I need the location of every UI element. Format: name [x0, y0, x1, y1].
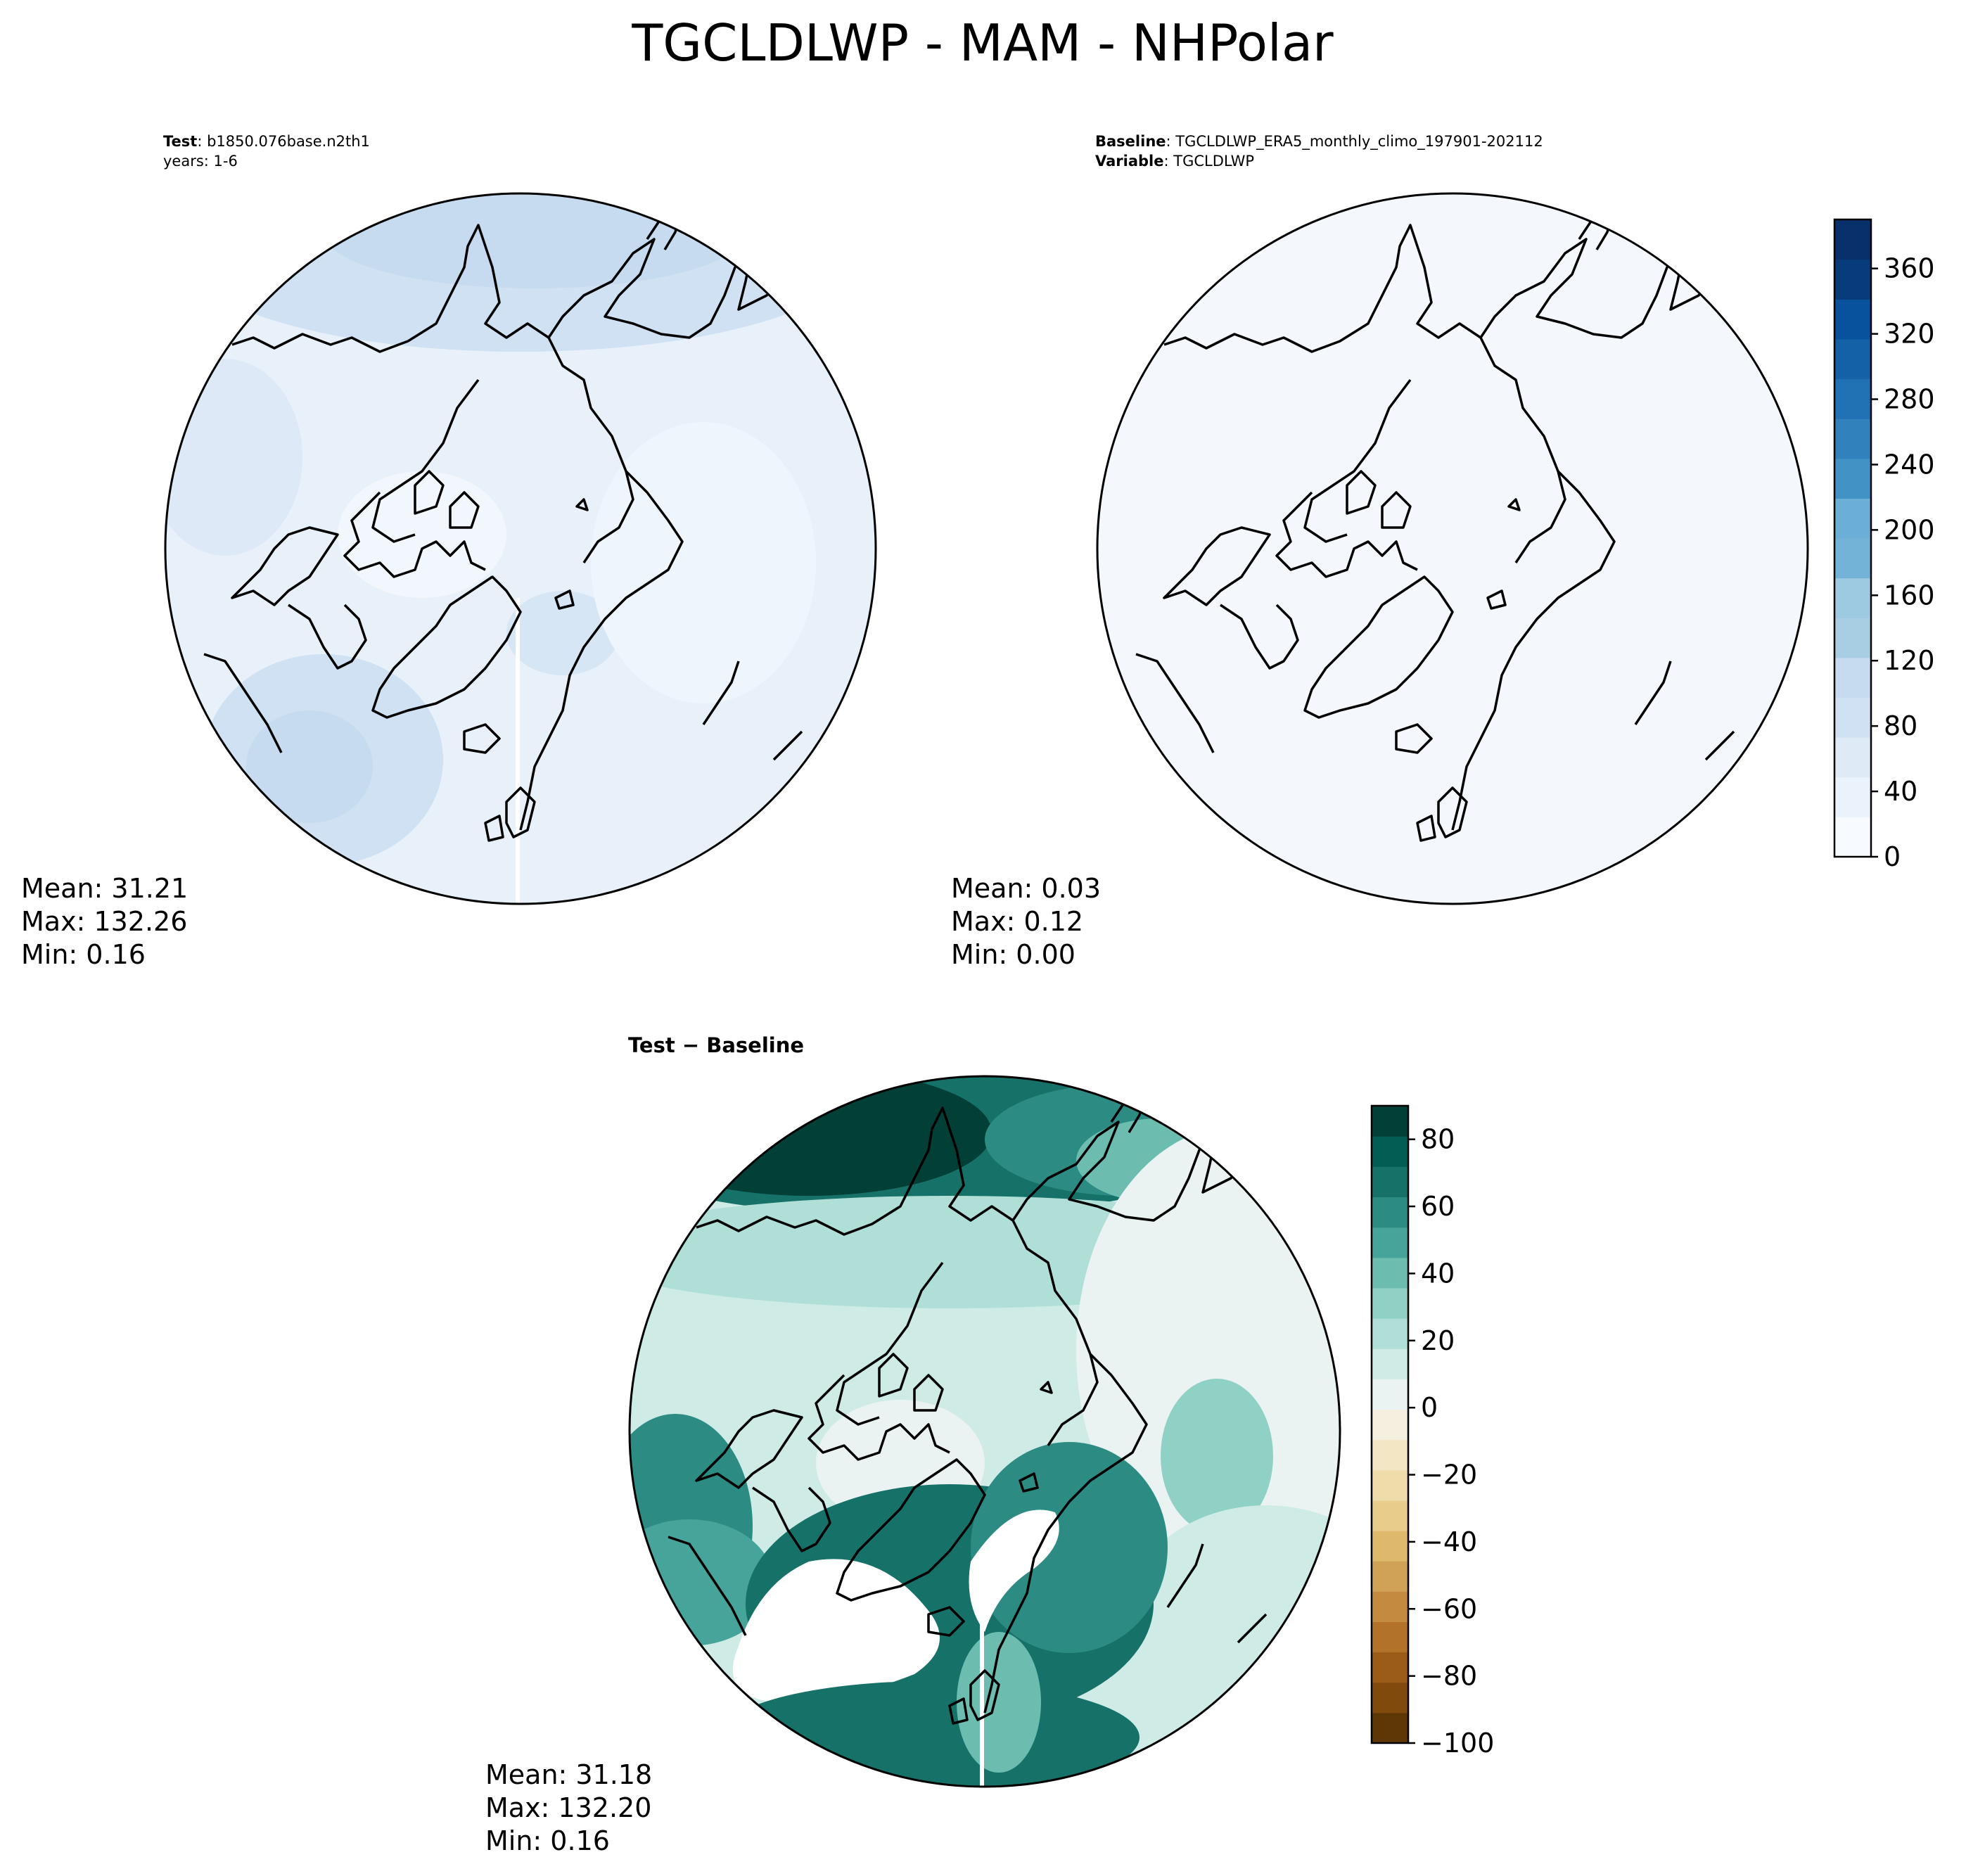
colorbar-tick-label: 80: [1421, 1124, 1455, 1155]
colorbar-segment: [1834, 578, 1871, 618]
map-boundary: [628, 1075, 1341, 1788]
colorbar-difference: −100 −80 −60 −40 −20 0 20 40 60 80: [1370, 1104, 1494, 1759]
colorbar-segment: [1372, 1621, 1408, 1653]
colorbar-segment: [1372, 1469, 1408, 1501]
panel-difference: Test − Baseline: [485, 1033, 1494, 1856]
stat-max: Max: 132.26: [21, 906, 187, 937]
colorbar-segment: [1372, 1106, 1408, 1137]
colorbar-tick-label: 40: [1884, 776, 1917, 807]
colorbar-tick-label: −40: [1421, 1526, 1477, 1557]
map-boundary: [164, 192, 877, 905]
map-field-difference: [630, 1076, 1340, 1787]
panel-header: Baseline: TGCLDLWP_ERA5_monthly_climo_19…: [1095, 133, 1543, 151]
colorbar-segment: [1372, 1682, 1408, 1714]
header-text: : TGCLDLWP_ERA5_monthly_climo_197901-202…: [1166, 133, 1543, 151]
header-text: years: 1-6: [163, 153, 238, 170]
colorbar-tick-label: 120: [1884, 645, 1935, 676]
colorbar-segment: [1834, 259, 1871, 300]
map-field-test: [165, 193, 876, 904]
colorbar-segment: [1834, 419, 1871, 459]
panel-header: Test − Baseline: [628, 1033, 804, 1057]
colorbar-segment: [1834, 737, 1871, 778]
colorbar-tick-label: 280: [1884, 384, 1935, 415]
colorbar-tick-label: 20: [1421, 1325, 1455, 1356]
stat-min: Min: 0.00: [951, 939, 1075, 970]
panel-subheader: years: 1-6: [163, 153, 238, 170]
colorbar-tick-label: 60: [1421, 1191, 1455, 1222]
stats-difference: Mean: 31.18 Max: 132.20 Min: 0.16: [485, 1759, 652, 1856]
colorbar-segment: [1372, 1409, 1408, 1441]
colorbar-segment: [1834, 378, 1871, 419]
panel-header: Test: b1850.076base.n2th1: [163, 133, 370, 150]
colorbar-segment: [1372, 1348, 1408, 1379]
stat-mean: Mean: 0.03: [951, 873, 1101, 904]
colorbar-tick-label: 0: [1421, 1392, 1438, 1423]
colorbar-frame: [1370, 1104, 1410, 1744]
stat-min: Min: 0.16: [485, 1825, 610, 1856]
colorbar-segment: [1372, 1712, 1408, 1744]
stat-mean: Mean: 31.18: [485, 1759, 652, 1790]
colorbar-frame: [1833, 218, 1872, 858]
colorbar-tick-label: −100: [1421, 1728, 1494, 1759]
colorbar-segment: [1834, 219, 1871, 260]
map-boundary: [1096, 192, 1809, 905]
panel-test: Test: b1850.076base.n2th1 years: 1-6 Mea…: [21, 133, 877, 970]
colorbar-tick-label: −80: [1421, 1661, 1477, 1692]
colorbar-tick-label: −20: [1421, 1460, 1477, 1491]
colorbar-tick-label: 80: [1884, 710, 1917, 741]
colorbar-segment: [1372, 1531, 1408, 1562]
colorbar-segment: [1372, 1257, 1408, 1289]
colorbar-segment: [1372, 1652, 1408, 1683]
header-bold: Baseline: [1095, 133, 1166, 150]
colorbar-segment: [1372, 1227, 1408, 1258]
colorbar-segment: [1834, 817, 1871, 857]
colorbar-segment: [1834, 657, 1871, 698]
header-bold: Test: [163, 133, 197, 150]
colorbar-segment: [1834, 618, 1871, 658]
panel-baseline: Baseline: TGCLDLWP_ERA5_monthly_climo_19…: [951, 133, 1935, 970]
colorbar-segment: [1834, 498, 1871, 539]
colorbar-segment: [1372, 1439, 1408, 1471]
colorbar-segment: [1834, 458, 1871, 499]
colorbar-segment: [1372, 1379, 1408, 1410]
colorbar-segment: [1372, 1287, 1408, 1319]
colorbar-tick-label: 160: [1884, 580, 1935, 611]
colorbar-segment: [1834, 697, 1871, 738]
colorbar-segment: [1372, 1591, 1408, 1623]
colorbar-segment: [1372, 1561, 1408, 1592]
colorbar-tick-label: 200: [1884, 514, 1935, 545]
colorbar-segment: [1834, 299, 1871, 340]
header-bold: Variable: [1095, 153, 1163, 170]
colorbar-segment: [1834, 338, 1871, 380]
colorbar-tick-label: 40: [1421, 1258, 1455, 1289]
colorbar-test-baseline: 0 40 80 120 160 200 240 280 320 360: [1833, 218, 1935, 872]
panel-subheader: Variable: TGCLDLWP: [1095, 153, 1254, 170]
colorbar-tick-label: −60: [1421, 1593, 1477, 1624]
stat-mean: Mean: 31.21: [21, 873, 188, 904]
colorbar-segment: [1372, 1197, 1408, 1228]
stats-baseline: Mean: 0.03 Max: 0.12 Min: 0.00: [951, 873, 1101, 970]
colorbar-segment: [1372, 1318, 1408, 1349]
stats-test: Mean: 31.21 Max: 132.26 Min: 0.16: [21, 873, 188, 970]
colorbar-segment: [1372, 1500, 1408, 1531]
header-bold: Test − Baseline: [628, 1033, 804, 1057]
colorbar-segment: [1834, 777, 1871, 817]
stat-min: Min: 0.16: [21, 939, 146, 970]
colorbar-segment: [1834, 538, 1871, 579]
colorbar-tick-label: 0: [1884, 841, 1901, 872]
map-field-baseline: [1097, 193, 1808, 904]
figure-title: TGCLDLWP - MAM - NHPolar: [631, 13, 1334, 72]
stat-max: Max: 132.20: [485, 1792, 651, 1823]
colorbar-tick-label: 240: [1884, 449, 1935, 480]
stat-max: Max: 0.12: [951, 906, 1083, 937]
colorbar-tick-label: 360: [1884, 253, 1935, 284]
colorbar-segment: [1372, 1166, 1408, 1198]
colorbar-tick-label: 320: [1884, 319, 1935, 350]
colorbar-segment: [1372, 1136, 1408, 1167]
header-text: : b1850.076base.n2th1: [197, 133, 370, 150]
header-text: : TGCLDLWP: [1163, 153, 1254, 170]
